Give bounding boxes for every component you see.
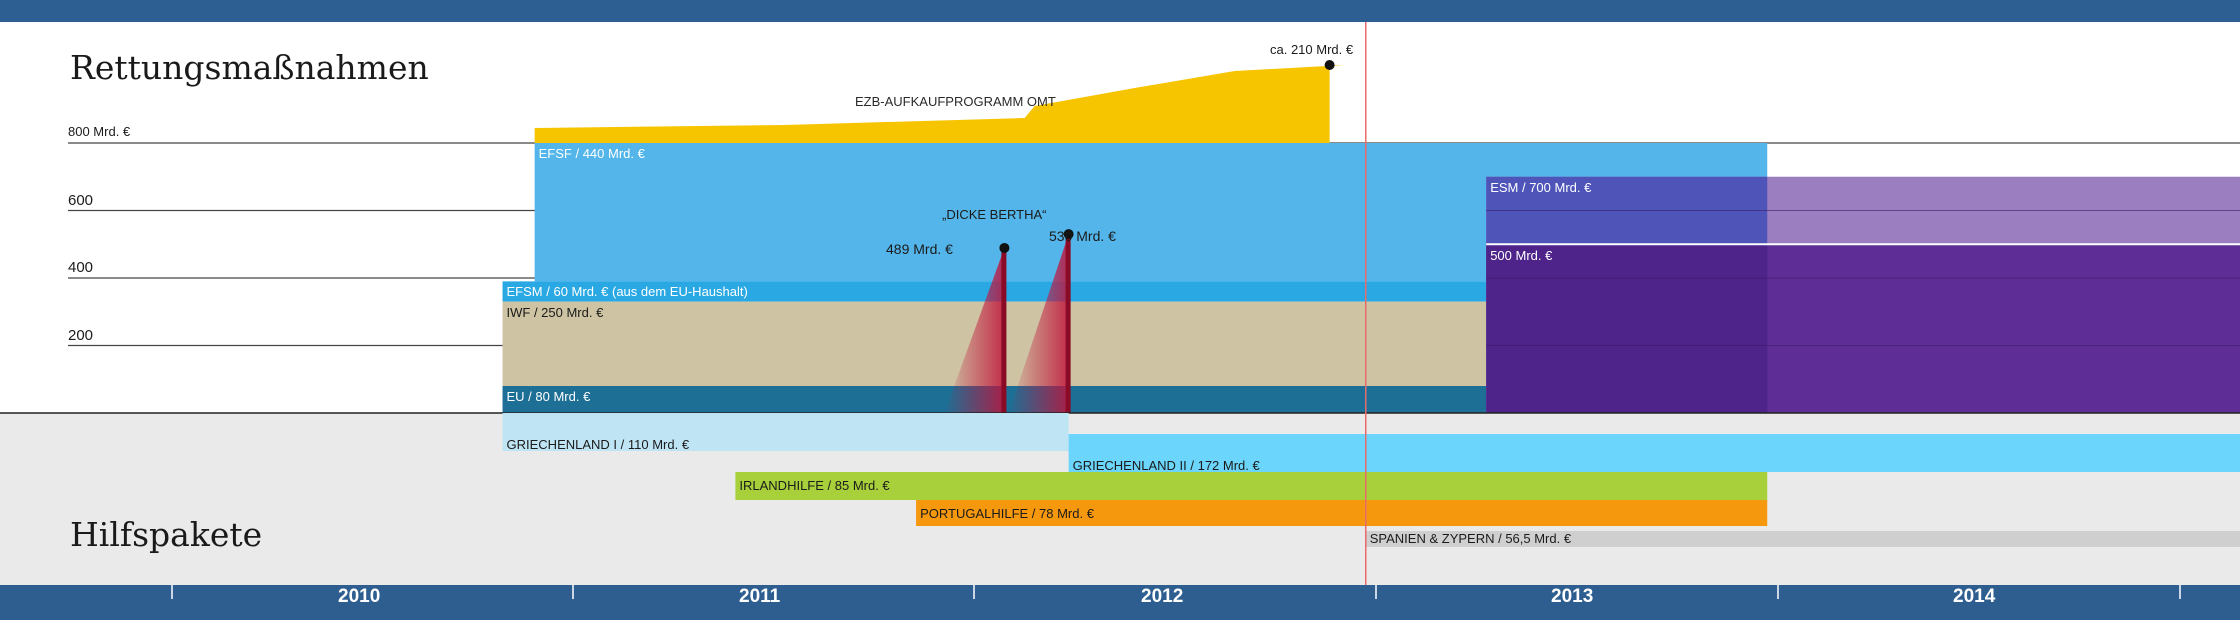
x-tick-label-2014: 2014 [1953, 586, 1996, 607]
dicke-bertha-label: „DICKE BERTHA“ [942, 207, 1047, 222]
package-label-4: PORTUGALHILFE / 78 Mrd. € [920, 506, 1094, 521]
efsm-label: EFSM / 60 Mrd. € (aus dem EU-Haushalt) [506, 284, 748, 300]
section-title-rescue: Rettungsmaßnahmen [70, 48, 429, 87]
omt-point [1324, 60, 1335, 70]
esm-efsf-overlap-lower [1486, 244, 1768, 413]
dicke-bertha-value-1: 489 Mrd. € [886, 241, 953, 257]
dicke-bertha-spike-2 [1008, 234, 1069, 413]
omt-annotation: ca. 210 Mrd. € [1270, 42, 1354, 57]
esm-label: ESM / 700 Mrd. € [1490, 179, 1592, 195]
dicke-bertha-bar-2 [1065, 234, 1071, 413]
omt-label: EZB-AUFKAUFPROGRAMM OMT [855, 94, 1056, 109]
y-tick-label-200: 200 [68, 326, 94, 344]
x-tick-label-2010: 2010 [338, 586, 381, 607]
dicke-bertha-value-2: 530 Mrd. € [1049, 228, 1116, 244]
package-bar-3 [735, 472, 1768, 500]
x-tick-label-2011: 2011 [739, 586, 781, 607]
package-bar-4 [916, 500, 1768, 526]
package-bar-2 [1068, 434, 2240, 472]
x-axis-bar [0, 585, 2240, 620]
iwf-label: IWF / 250 Mrd. € [506, 304, 604, 320]
omt-area [534, 65, 1345, 143]
y-tick-label-600: 600 [68, 191, 94, 209]
y-tick-label-800: 800 Mrd. € [68, 124, 131, 139]
package-label-5: SPANIEN & ZYPERN / 56,5 Mrd. € [1369, 531, 1572, 546]
package-bar-1 [502, 413, 1069, 451]
esm-capacity-label: 500 Mrd. € [1490, 248, 1553, 264]
package-label-3: IRLANDHILFE / 85 Mrd. € [739, 478, 890, 493]
dicke-bertha-spike-1 [944, 247, 1005, 413]
dicke-bertha-point-1 [999, 242, 1010, 253]
x-tick-label-2013: 2013 [1551, 586, 1594, 607]
dicke-bertha-point-2 [1063, 229, 1074, 240]
package-bar-5 [1365, 531, 2240, 547]
package-label-1: GRIECHENLAND I / 110 Mrd. € [506, 437, 690, 452]
section-title-packages: Hilfspakete [70, 515, 263, 554]
eu-label: EU / 80 Mrd. € [506, 389, 591, 404]
dicke-bertha-bar-1 [1001, 247, 1007, 413]
package-label-2: GRIECHENLAND II / 172 Mrd. € [1072, 458, 1260, 473]
efsf-label: EFSF / 440 Mrd. € [538, 146, 645, 161]
y-tick-label-400: 400 [68, 259, 94, 276]
top-frame-bar [0, 0, 2240, 22]
x-tick-label-2012: 2012 [1141, 586, 1184, 607]
